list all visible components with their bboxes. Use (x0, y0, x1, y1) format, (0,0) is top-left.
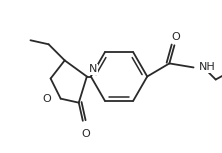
Text: N: N (89, 64, 97, 75)
Text: O: O (171, 32, 180, 42)
Text: NH: NH (198, 62, 215, 72)
Text: O: O (81, 129, 90, 139)
Text: O: O (43, 94, 52, 104)
